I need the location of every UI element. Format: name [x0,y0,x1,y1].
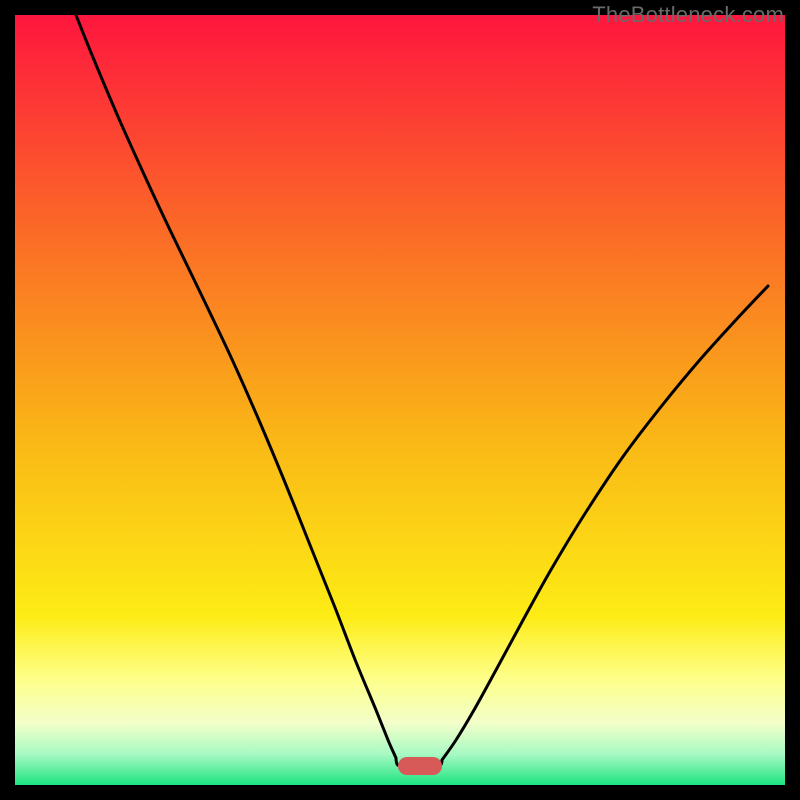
optimum-marker [398,757,442,775]
chart-frame: TheBottleneck.com [0,0,800,800]
bottleneck-curve [0,0,800,800]
